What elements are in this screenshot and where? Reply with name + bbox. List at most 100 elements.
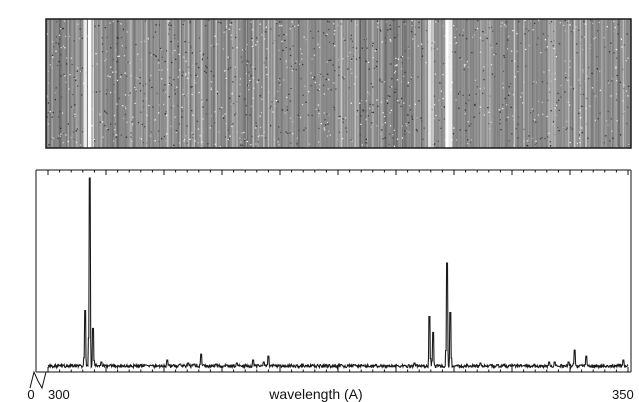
detector-noise-pixel — [292, 25, 294, 27]
detector-noise-pixel — [98, 24, 100, 27]
detector-noise-pixel — [229, 57, 231, 59]
detector-noise-streak — [77, 19, 80, 148]
detector-noise-pixel — [142, 100, 144, 102]
detector-noise-pixel — [328, 28, 330, 31]
detector-noise-pixel — [96, 63, 98, 65]
detector-noise-streak — [508, 19, 511, 148]
detector-noise-streak — [501, 19, 503, 148]
detector-noise-pixel — [261, 135, 263, 137]
detector-noise-streak — [231, 19, 234, 148]
detector-noise-streak — [365, 19, 368, 148]
detector-noise-pixel — [224, 113, 226, 115]
detector-noise-pixel — [518, 116, 520, 118]
detector-noise-pixel — [130, 136, 132, 138]
detector-noise-pixel — [346, 131, 348, 133]
detector-noise-pixel — [401, 56, 404, 58]
detector-noise-pixel — [202, 106, 204, 108]
detector-noise-pixel — [59, 38, 61, 40]
detector-noise-pixel — [276, 90, 279, 93]
detector-noise-streak — [293, 19, 296, 148]
detector-noise-pixel — [270, 105, 272, 107]
detector-noise-pixel — [190, 45, 192, 47]
detector-noise-pixel — [225, 122, 227, 125]
detector-noise-streak — [444, 19, 446, 148]
detector-noise-pixel — [541, 81, 544, 83]
detector-noise-streak — [247, 19, 250, 148]
detector-noise-pixel — [272, 111, 274, 113]
detector-noise-pixel — [55, 36, 58, 38]
detector-noise-pixel — [500, 129, 502, 131]
detector-noise-pixel — [236, 101, 238, 103]
detector-noise-pixel — [328, 78, 330, 81]
detector-noise-pixel — [251, 38, 253, 40]
detector-noise-streak — [107, 19, 110, 148]
detector-noise-pixel — [423, 127, 425, 129]
detector-noise-pixel — [338, 131, 341, 133]
detector-noise-pixel — [401, 125, 403, 127]
detector-noise-pixel — [386, 100, 388, 102]
detector-noise-pixel — [615, 67, 617, 69]
detector-noise-pixel — [510, 106, 512, 108]
detector-noise-pixel — [375, 48, 377, 51]
detector-noise-pixel — [225, 78, 227, 81]
detector-noise-streak — [222, 19, 224, 148]
detector-noise-pixel — [129, 62, 131, 64]
detector-noise-pixel — [552, 121, 555, 123]
detector-noise-pixel — [150, 54, 153, 56]
detector-noise-pixel — [70, 106, 73, 108]
detector-noise-pixel — [488, 122, 490, 125]
detector-noise-streak — [133, 19, 134, 148]
detector-noise-pixel — [116, 103, 118, 105]
detector-noise-pixel — [231, 125, 233, 128]
detector-noise-pixel — [143, 40, 146, 43]
detector-noise-streak — [379, 19, 381, 148]
detector-noise-pixel — [328, 41, 331, 43]
detector-noise-pixel — [64, 75, 66, 77]
detector-noise-streak — [225, 19, 226, 148]
detector-noise-pixel — [554, 72, 556, 74]
detector-noise-pixel — [350, 139, 352, 141]
detector-noise-pixel — [588, 78, 590, 80]
detector-noise-streak — [421, 19, 422, 148]
detector-noise-streak — [50, 19, 52, 148]
detector-noise-pixel — [389, 112, 391, 114]
x-axis-label: wavelength (A) — [268, 386, 362, 402]
detector-noise-pixel — [384, 137, 386, 139]
detector-noise-pixel — [230, 34, 233, 36]
detector-noise-pixel — [54, 99, 56, 101]
detector-line-319.5 — [273, 19, 275, 148]
detector-noise-streak — [504, 19, 506, 148]
detector-noise-pixel — [546, 115, 548, 118]
detector-noise-pixel — [317, 141, 320, 143]
detector-noise-pixel — [178, 123, 181, 125]
detector-noise-streak — [48, 19, 51, 148]
detector-noise-streak — [112, 19, 114, 148]
detector-noise-pixel — [336, 139, 339, 141]
detector-noise-pixel — [479, 51, 482, 53]
detector-noise-pixel — [392, 137, 394, 139]
detector-noise-pixel — [375, 65, 378, 68]
detector-noise-pixel — [369, 103, 371, 106]
detector-emission-lines — [83, 19, 625, 148]
detector-noise-streak — [409, 19, 410, 148]
detector-noise-streak — [271, 19, 272, 148]
detector-noise-pixel — [580, 105, 582, 107]
detector-noise-pixel — [246, 64, 248, 66]
detector-noise-pixel — [161, 56, 163, 58]
detector-noise-streak — [431, 19, 433, 148]
detector-noise-pixel — [505, 21, 508, 23]
detector-noise-pixel — [474, 104, 476, 107]
detector-noise-pixel — [146, 142, 148, 144]
detector-noise-streak — [86, 19, 89, 148]
detector-noise-streak — [468, 19, 470, 148]
detector-noise-streak — [298, 19, 300, 148]
detector-noise-pixel — [548, 91, 551, 93]
detector-noise-streak — [133, 19, 135, 148]
detector-noise-streak — [253, 19, 256, 148]
detector-noise-streak — [313, 19, 315, 148]
detector-noise-pixel — [285, 33, 288, 36]
detector-noise-pixel — [463, 64, 466, 66]
detector-noise-pixel — [265, 57, 268, 59]
detector-noise-pixel — [403, 75, 405, 77]
detector-noise-streak — [206, 19, 208, 148]
